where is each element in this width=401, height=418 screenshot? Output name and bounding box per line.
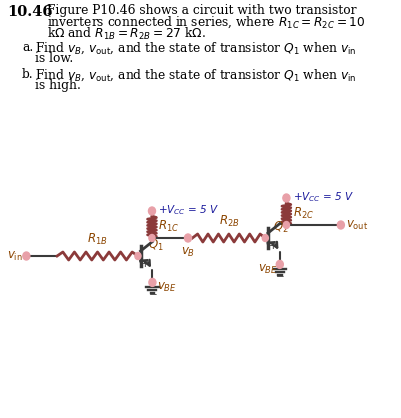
Text: Figure P10.46 shows a circuit with two transistor: Figure P10.46 shows a circuit with two t… bbox=[47, 4, 356, 17]
Circle shape bbox=[149, 278, 156, 286]
Circle shape bbox=[283, 194, 290, 202]
Text: $+V_{CC}$ = 5 V: $+V_{CC}$ = 5 V bbox=[158, 203, 219, 217]
Text: +: + bbox=[142, 259, 150, 269]
Circle shape bbox=[262, 234, 268, 242]
Text: Find $v_B$, $v_\mathrm{out}$, and the state of transistor $Q_1$ when $v_\mathrm{: Find $v_B$, $v_\mathrm{out}$, and the st… bbox=[35, 41, 357, 56]
Circle shape bbox=[337, 221, 344, 229]
Circle shape bbox=[23, 252, 30, 260]
Text: a.: a. bbox=[22, 41, 33, 54]
Text: $-$: $-$ bbox=[148, 288, 157, 298]
Text: $v_{BE}$: $v_{BE}$ bbox=[157, 280, 176, 293]
Circle shape bbox=[184, 234, 192, 242]
Text: inverters connected in series, where $R_{1C} = R_{2C} = 10$: inverters connected in series, where $R_… bbox=[47, 15, 365, 31]
Text: $R_{2B}$: $R_{2B}$ bbox=[219, 214, 239, 229]
Text: $Q_1$: $Q_1$ bbox=[148, 238, 163, 253]
Circle shape bbox=[148, 207, 156, 215]
Text: $v_\mathrm{out}$: $v_\mathrm{out}$ bbox=[346, 219, 369, 232]
Text: is high.: is high. bbox=[35, 79, 81, 92]
Circle shape bbox=[135, 252, 141, 260]
Text: $R_{1B}$: $R_{1B}$ bbox=[87, 232, 108, 247]
Text: $Q_2$: $Q_2$ bbox=[273, 220, 289, 235]
Circle shape bbox=[276, 260, 284, 268]
Text: $-$: $-$ bbox=[275, 270, 285, 280]
Text: +: + bbox=[269, 241, 277, 251]
Text: 10.46: 10.46 bbox=[7, 5, 53, 19]
Text: $+V_{CC}$ = 5 V: $+V_{CC}$ = 5 V bbox=[293, 190, 354, 204]
Circle shape bbox=[149, 234, 155, 242]
Circle shape bbox=[284, 222, 290, 229]
Text: $v_B$: $v_B$ bbox=[181, 246, 195, 259]
Text: $R_{2C}$: $R_{2C}$ bbox=[293, 206, 314, 221]
Text: b.: b. bbox=[22, 68, 34, 81]
Text: is low.: is low. bbox=[35, 52, 73, 65]
Text: $v_{BE}$: $v_{BE}$ bbox=[258, 263, 278, 275]
Text: Find $v_B$, $v_\mathrm{out}$, and the state of transistor $Q_1$ when $v_\mathrm{: Find $v_B$, $v_\mathrm{out}$, and the st… bbox=[35, 68, 357, 84]
Text: $v_\mathrm{in}$: $v_\mathrm{in}$ bbox=[7, 250, 23, 263]
Text: $R_{1C}$: $R_{1C}$ bbox=[158, 219, 179, 234]
Text: k$\Omega$ and $R_{1B} = R_{2B} = 27$ k$\Omega$.: k$\Omega$ and $R_{1B} = R_{2B} = 27$ k$\… bbox=[47, 26, 206, 42]
